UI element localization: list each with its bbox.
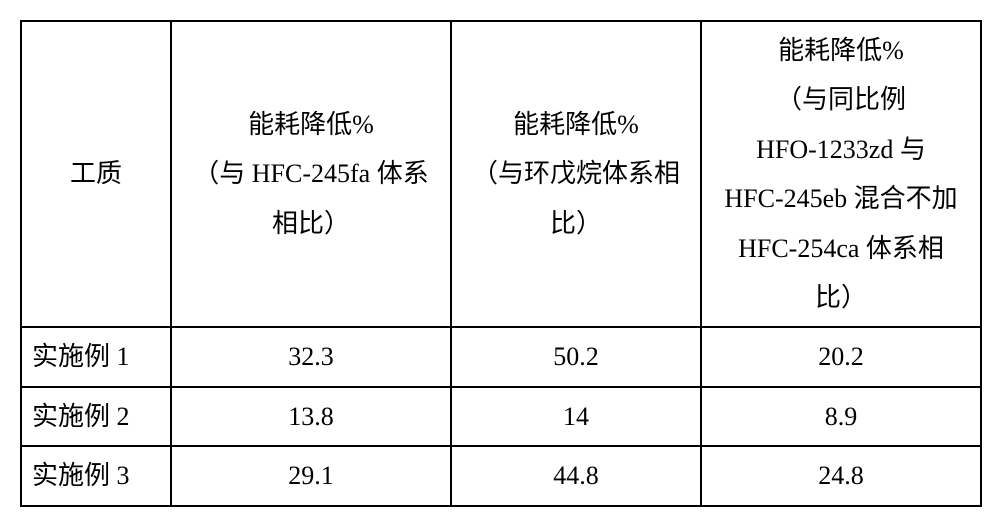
header-cell-vs-hfc245fa: 能耗降低% （与 HFC-245fa 体系 相比） xyxy=(171,21,451,327)
header-cell-vs-cyclopentane: 能耗降低% （与环戊烷体系相 比） xyxy=(451,21,701,327)
header-text: 比） xyxy=(815,283,867,312)
table-row: 实施例 3 29.1 44.8 24.8 xyxy=(21,446,981,505)
cell-value: 32.3 xyxy=(171,327,451,386)
cell-value: 20.2 xyxy=(701,327,981,386)
table-row: 实施例 1 32.3 50.2 20.2 xyxy=(21,327,981,386)
header-cell-working-fluid: 工质 xyxy=(21,21,171,327)
row-label: 实施例 2 xyxy=(21,387,171,446)
row-label: 实施例 3 xyxy=(21,446,171,505)
header-text: 能耗降低% xyxy=(248,110,374,139)
cell-value: 8.9 xyxy=(701,387,981,446)
header-text: （与 HFC-245fa 体系 xyxy=(193,159,428,188)
table-row: 实施例 2 13.8 14 8.9 xyxy=(21,387,981,446)
cell-value: 24.8 xyxy=(701,446,981,505)
header-text: （与环戊烷体系相 xyxy=(472,159,680,188)
cell-value: 44.8 xyxy=(451,446,701,505)
header-text: 能耗降低% xyxy=(778,36,904,65)
table-header-row: 工质 能耗降低% （与 HFC-245fa 体系 相比） 能耗降低% （与环戊烷… xyxy=(21,21,981,327)
cell-value: 50.2 xyxy=(451,327,701,386)
header-text: 比） xyxy=(550,209,602,238)
row-label: 实施例 1 xyxy=(21,327,171,386)
cell-value: 29.1 xyxy=(171,446,451,505)
header-text: （与同比例 xyxy=(776,85,906,114)
header-text: HFO-1233zd 与 xyxy=(756,135,926,164)
header-cell-vs-mixture: 能耗降低% （与同比例 HFO-1233zd 与 HFC-245eb 混合不加 … xyxy=(701,21,981,327)
cell-value: 14 xyxy=(451,387,701,446)
header-text: 相比） xyxy=(272,209,350,238)
header-text: 能耗降低% xyxy=(513,110,639,139)
cell-value: 13.8 xyxy=(171,387,451,446)
header-text: HFC-254ca 体系相 xyxy=(738,234,944,263)
header-text: HFC-245eb 混合不加 xyxy=(724,184,957,213)
header-text: 工质 xyxy=(70,159,122,188)
energy-reduction-table: 工质 能耗降低% （与 HFC-245fa 体系 相比） 能耗降低% （与环戊烷… xyxy=(20,20,982,507)
